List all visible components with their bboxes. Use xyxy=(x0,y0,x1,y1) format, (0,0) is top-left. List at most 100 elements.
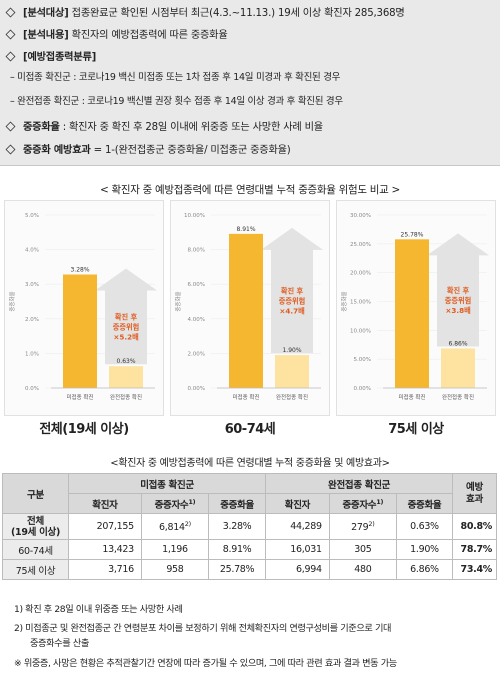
chart-panel-75-plus: 0.00% 5.00% 10.00% 15.00% 20.00% 25.00% 30.00%… xyxy=(336,200,496,416)
y-tick-label: 3.0% xyxy=(25,282,39,288)
cell-vax-severe: 480 xyxy=(328,559,397,580)
y-tick-label: 5.00% xyxy=(354,357,371,363)
cell-vax-severe: 305 xyxy=(328,539,397,560)
chart-label-all: 전체(19세 이상) xyxy=(39,422,129,437)
arrow-text: 확진 후 xyxy=(281,286,304,295)
data-label: 25.78% xyxy=(401,231,424,238)
bar xyxy=(63,274,97,388)
arrow-text: 확진 후 xyxy=(115,312,138,321)
row-group: 전체 (19세 이상) xyxy=(2,513,69,540)
y-tick-label: 0.00% xyxy=(354,386,371,392)
cell-unvax-cases: 207,155 xyxy=(68,513,142,540)
cell-prevention-effect: 80.8% xyxy=(452,513,497,540)
y-tick-label: 8.00% xyxy=(188,248,205,254)
arrow-text: 중증위험 xyxy=(445,296,471,305)
x-tick-label: 미접종 확진 xyxy=(232,393,259,401)
cell-vax-rate: 1.90% xyxy=(395,539,454,560)
table-section-title: <확진자 중 예방접종력에 따른 연령대별 누적 중증화율 및 예방효과> xyxy=(110,458,390,469)
bar xyxy=(229,233,263,388)
x-tick-label: 미접종 확진 xyxy=(66,393,93,401)
data-label: 8.91% xyxy=(236,226,255,233)
arrow-text: 중증위험 xyxy=(113,322,139,331)
arrow-text: ×3.8배 xyxy=(445,306,471,315)
header-fully-vaccinated: 완전접종 확진군 xyxy=(265,473,453,494)
x-tick-label: 완전접종 확진 xyxy=(110,393,142,401)
header-unvaccinated: 미접종 확진군 xyxy=(67,473,267,494)
cell-vax-rate: 6.86% xyxy=(395,559,454,580)
chart-label-75-plus: 75세 이상 xyxy=(388,422,444,437)
data-label: 6.86% xyxy=(448,340,467,347)
data-label: 0.63% xyxy=(116,358,135,365)
footnote-remark: ※ 위중증, 사망은 현황은 추적관찰기간 연장에 따라 증가될 수 있으며, … xyxy=(14,658,397,669)
bar xyxy=(109,366,143,388)
y-tick-label: 2.0% xyxy=(25,317,39,323)
y-tick-label: 30.00% xyxy=(350,213,371,219)
header-prevention-effect: 예방 효과 xyxy=(452,473,497,514)
y-axis-label: 중증화율 xyxy=(341,291,348,311)
summary-line-content: [분석내용] 확진자의 예방접종력에 따른 중증화율 xyxy=(5,29,228,42)
cell-vax-cases: 44,289 xyxy=(265,513,330,540)
diamond-bullet-icon xyxy=(5,121,16,132)
header-unvax-rate: 중증화율 xyxy=(208,493,267,514)
arrow-text: 확진 후 xyxy=(447,286,470,295)
bar xyxy=(275,355,309,388)
x-tick-label: 미접종 확진 xyxy=(398,393,425,401)
y-tick-label: 20.00% xyxy=(350,271,371,277)
summary-line-prevention-effect: 중증화 예방효과 = 1-(완전접종군 중증화율/ 미접종군 중증화율) xyxy=(5,144,291,157)
y-tick-label: 2.00% xyxy=(188,351,205,357)
x-tick-label: 완전접종 확진 xyxy=(276,393,308,401)
y-tick-label: 4.00% xyxy=(188,317,205,323)
arrow-text: ×5.2배 xyxy=(113,332,139,341)
row-group: 75세 이상 xyxy=(2,559,69,580)
data-label: 1.90% xyxy=(282,347,301,354)
footnote-2-continued: 중증화수를 산출 xyxy=(30,638,89,649)
chart-60-74-svg: 0.00% 2.00% 4.00% 6.00% 8.00% 10.00% 중증화율 확진 후중… xyxy=(175,213,323,401)
table-row: 75세 이상 3,716 958 25.78% 6,994 480 6.86% … xyxy=(2,559,497,580)
bar xyxy=(395,239,429,388)
diamond-bullet-icon xyxy=(5,144,16,155)
analysis-summary-box: [분석대상] 접종완료군 확인된 시점부터 최근(4.3.~11.13.) 19… xyxy=(0,0,500,166)
chart-panel-all: 0.0% 1.0% 2.0% 3.0% 4.0% 5.0% 중증화율 확진 후 중증위험 ×5.2… xyxy=(4,200,164,416)
chart-75-plus-svg: 0.00% 5.00% 10.00% 15.00% 20.00% 25.00% 30.00%… xyxy=(341,213,489,401)
summary-line-target: [분석대상] 접종완료군 확인된 시점부터 최근(4.3.~11.13.) 19… xyxy=(5,7,405,20)
bar xyxy=(441,348,475,388)
y-tick-label: 1.0% xyxy=(25,351,39,357)
table-row: 전체 (19세 이상) 207,155 6,8142) 3.28% 44,289… xyxy=(2,513,497,540)
header-vax-severe: 중증자수1) xyxy=(328,493,397,514)
footnote-1: 1) 확진 후 28일 이내 위중증 또는 사망한 사례 xyxy=(14,604,183,615)
cell-vax-cases: 16,031 xyxy=(265,539,330,560)
risk-arrow-icon xyxy=(95,268,157,365)
diamond-bullet-icon xyxy=(5,51,16,62)
header-vax-cases: 확진자 xyxy=(265,493,330,514)
cell-vax-severe: 2792) xyxy=(328,513,397,540)
y-tick-label: 15.00% xyxy=(350,300,371,306)
cell-unvax-rate: 25.78% xyxy=(208,559,267,580)
footnote-2: 2) 미접종군 및 완전접종군 간 연령분포 차이를 보정하기 위해 전체확진자… xyxy=(14,623,392,634)
cell-prevention-effect: 78.7% xyxy=(452,539,497,560)
cell-unvax-cases: 3,716 xyxy=(68,559,142,580)
diamond-bullet-icon xyxy=(5,29,16,40)
header-group: 구분 xyxy=(2,473,69,514)
cell-prevention-effect: 73.4% xyxy=(452,559,497,580)
cell-unvax-cases: 13,423 xyxy=(68,539,142,560)
classification-unvaccinated: – 미접종 확진군 : 코로나19 백신 미접종 또는 1차 접종 후 14일 … xyxy=(10,72,341,83)
chart-label-60-74: 60-74세 xyxy=(224,422,276,437)
data-label: 3.28% xyxy=(70,267,89,274)
y-tick-label: 0.00% xyxy=(188,386,205,392)
cell-vax-rate: 0.63% xyxy=(395,513,454,540)
risk-arrow-icon xyxy=(427,233,489,347)
summary-line-severity-rate: 중증화율 : 확진자 중 확진 후 28일 이내에 위중증 또는 사망한 사례 … xyxy=(5,121,323,134)
cell-unvax-severe: 958 xyxy=(140,559,210,580)
risk-arrow-icon xyxy=(261,227,323,354)
summary-line-classification: [예방접종력분류] xyxy=(5,51,96,64)
arrow-text: 중증위험 xyxy=(279,296,305,305)
cell-unvax-severe: 6,8142) xyxy=(140,513,210,540)
cell-unvax-severe: 1,196 xyxy=(140,539,210,560)
y-tick-label: 10.00% xyxy=(184,213,205,219)
diamond-bullet-icon xyxy=(5,7,16,18)
y-tick-label: 25.00% xyxy=(350,242,371,248)
prevention-effect-table: 구분 미접종 확진군 완전접종 확진군 예방 효과 확진자 중증자수1) 중증화… xyxy=(2,473,497,580)
chart-section-title: < 확진자 중 예방접종력에 따른 연령대별 누적 중증화율 위험도 비교 > xyxy=(99,184,401,196)
